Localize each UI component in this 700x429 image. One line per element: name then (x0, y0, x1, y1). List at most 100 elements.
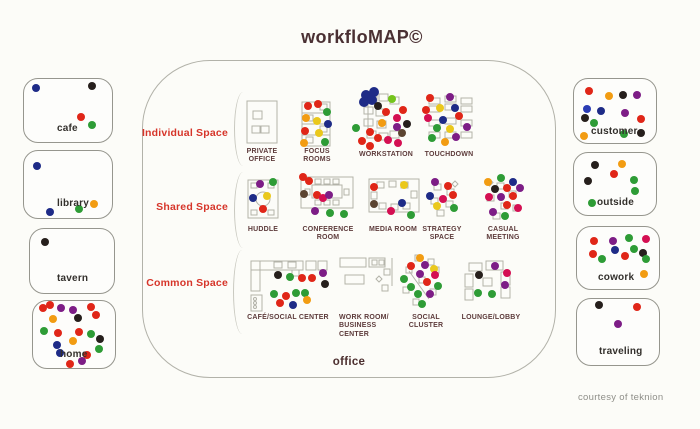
person-dot (450, 204, 458, 212)
location-label-tavern: tavern (57, 273, 89, 284)
facility-label: MEDIA ROOM (368, 226, 418, 233)
facility-social-cluster (400, 254, 444, 312)
office-label: office (332, 356, 366, 368)
person-dot (642, 235, 650, 243)
location-label-cowork: cowork (598, 272, 635, 283)
facility-label: FOCUS ROOMS (303, 148, 331, 164)
person-dot (387, 207, 395, 215)
person-dot (463, 123, 471, 131)
person-dot (366, 142, 374, 150)
person-dot (323, 108, 331, 116)
person-dot (398, 129, 406, 137)
row-brace-icon (233, 250, 242, 334)
facility-label: CASUAL MEETING (486, 226, 520, 242)
person-dot (418, 300, 426, 308)
person-dot (304, 102, 312, 110)
person-dot (361, 90, 371, 100)
person-dot (95, 345, 103, 353)
person-dot (400, 181, 408, 189)
person-dot (393, 123, 401, 131)
person-dot (580, 132, 588, 140)
person-dot (87, 330, 95, 338)
person-dot (352, 124, 360, 132)
person-dot (40, 327, 48, 335)
person-dot (431, 178, 439, 186)
person-dot (366, 128, 374, 136)
person-dot (96, 335, 104, 343)
person-dot (69, 337, 77, 345)
person-dot (311, 207, 319, 215)
person-dot (74, 314, 82, 322)
person-dot (378, 119, 386, 127)
person-dot (509, 178, 517, 186)
person-dot (374, 134, 382, 142)
location-box-customer: customer (573, 78, 657, 144)
facility-strategy-space (426, 178, 460, 222)
person-dot (399, 106, 407, 114)
person-dot (299, 173, 307, 181)
person-dot (637, 129, 645, 137)
person-dot (489, 208, 497, 216)
person-dot (585, 87, 593, 95)
facility-label: WORKSTATION (358, 151, 414, 158)
person-dot (398, 199, 406, 207)
person-dot (436, 104, 444, 112)
person-dot (302, 114, 310, 122)
person-dot (78, 357, 86, 365)
person-dot (324, 120, 332, 128)
person-dot (452, 133, 460, 141)
person-dot (388, 95, 396, 103)
facility-label: HUDDLE (247, 226, 279, 233)
person-dot (369, 87, 379, 97)
person-dot (286, 273, 294, 281)
facility-label: TOUCHDOWN (424, 151, 474, 158)
row-brace-icon (234, 172, 243, 248)
person-dot (426, 290, 434, 298)
person-dot (56, 349, 64, 357)
facility-label: CAFÉ/SOCIAL CENTER (247, 314, 329, 321)
person-dot (90, 200, 98, 208)
person-dot (637, 115, 645, 123)
person-dot (514, 204, 522, 212)
person-dot (439, 195, 447, 203)
person-dot (581, 114, 589, 122)
person-dot (630, 245, 638, 253)
person-dot (370, 200, 378, 208)
person-dot (449, 191, 457, 199)
person-dot (340, 210, 348, 218)
person-dot (588, 199, 596, 207)
person-dot (384, 136, 392, 144)
person-dot (423, 278, 431, 286)
person-dot (589, 250, 597, 258)
person-dot (430, 265, 438, 273)
location-box-outside: outside (573, 152, 657, 216)
person-dot (598, 255, 606, 263)
facility-focus-rooms (300, 100, 332, 148)
person-dot (270, 290, 278, 298)
facility-media-room (368, 178, 420, 219)
facility-label: SOCIAL CLUSTER (408, 314, 444, 330)
person-dot (503, 269, 511, 277)
person-dot (321, 138, 329, 146)
facility-label: CONFERENCE ROOM (302, 226, 354, 242)
person-dot (605, 92, 613, 100)
person-dot (455, 112, 463, 120)
row-label-0: Individual Space (141, 127, 228, 139)
person-dot (434, 282, 442, 290)
person-dot (83, 351, 91, 359)
person-dot (319, 269, 327, 277)
person-dot (33, 162, 41, 170)
person-dot (315, 129, 323, 137)
person-dot (367, 95, 377, 105)
person-dot (625, 234, 633, 242)
person-dot (516, 184, 524, 192)
person-dot (416, 254, 424, 262)
person-dot (416, 270, 424, 278)
floorplan-icon (246, 100, 278, 144)
person-dot (407, 211, 415, 219)
person-dot (422, 106, 430, 114)
person-dot (639, 249, 647, 257)
person-dot (426, 192, 434, 200)
person-dot (631, 187, 639, 195)
person-dot (359, 97, 369, 107)
